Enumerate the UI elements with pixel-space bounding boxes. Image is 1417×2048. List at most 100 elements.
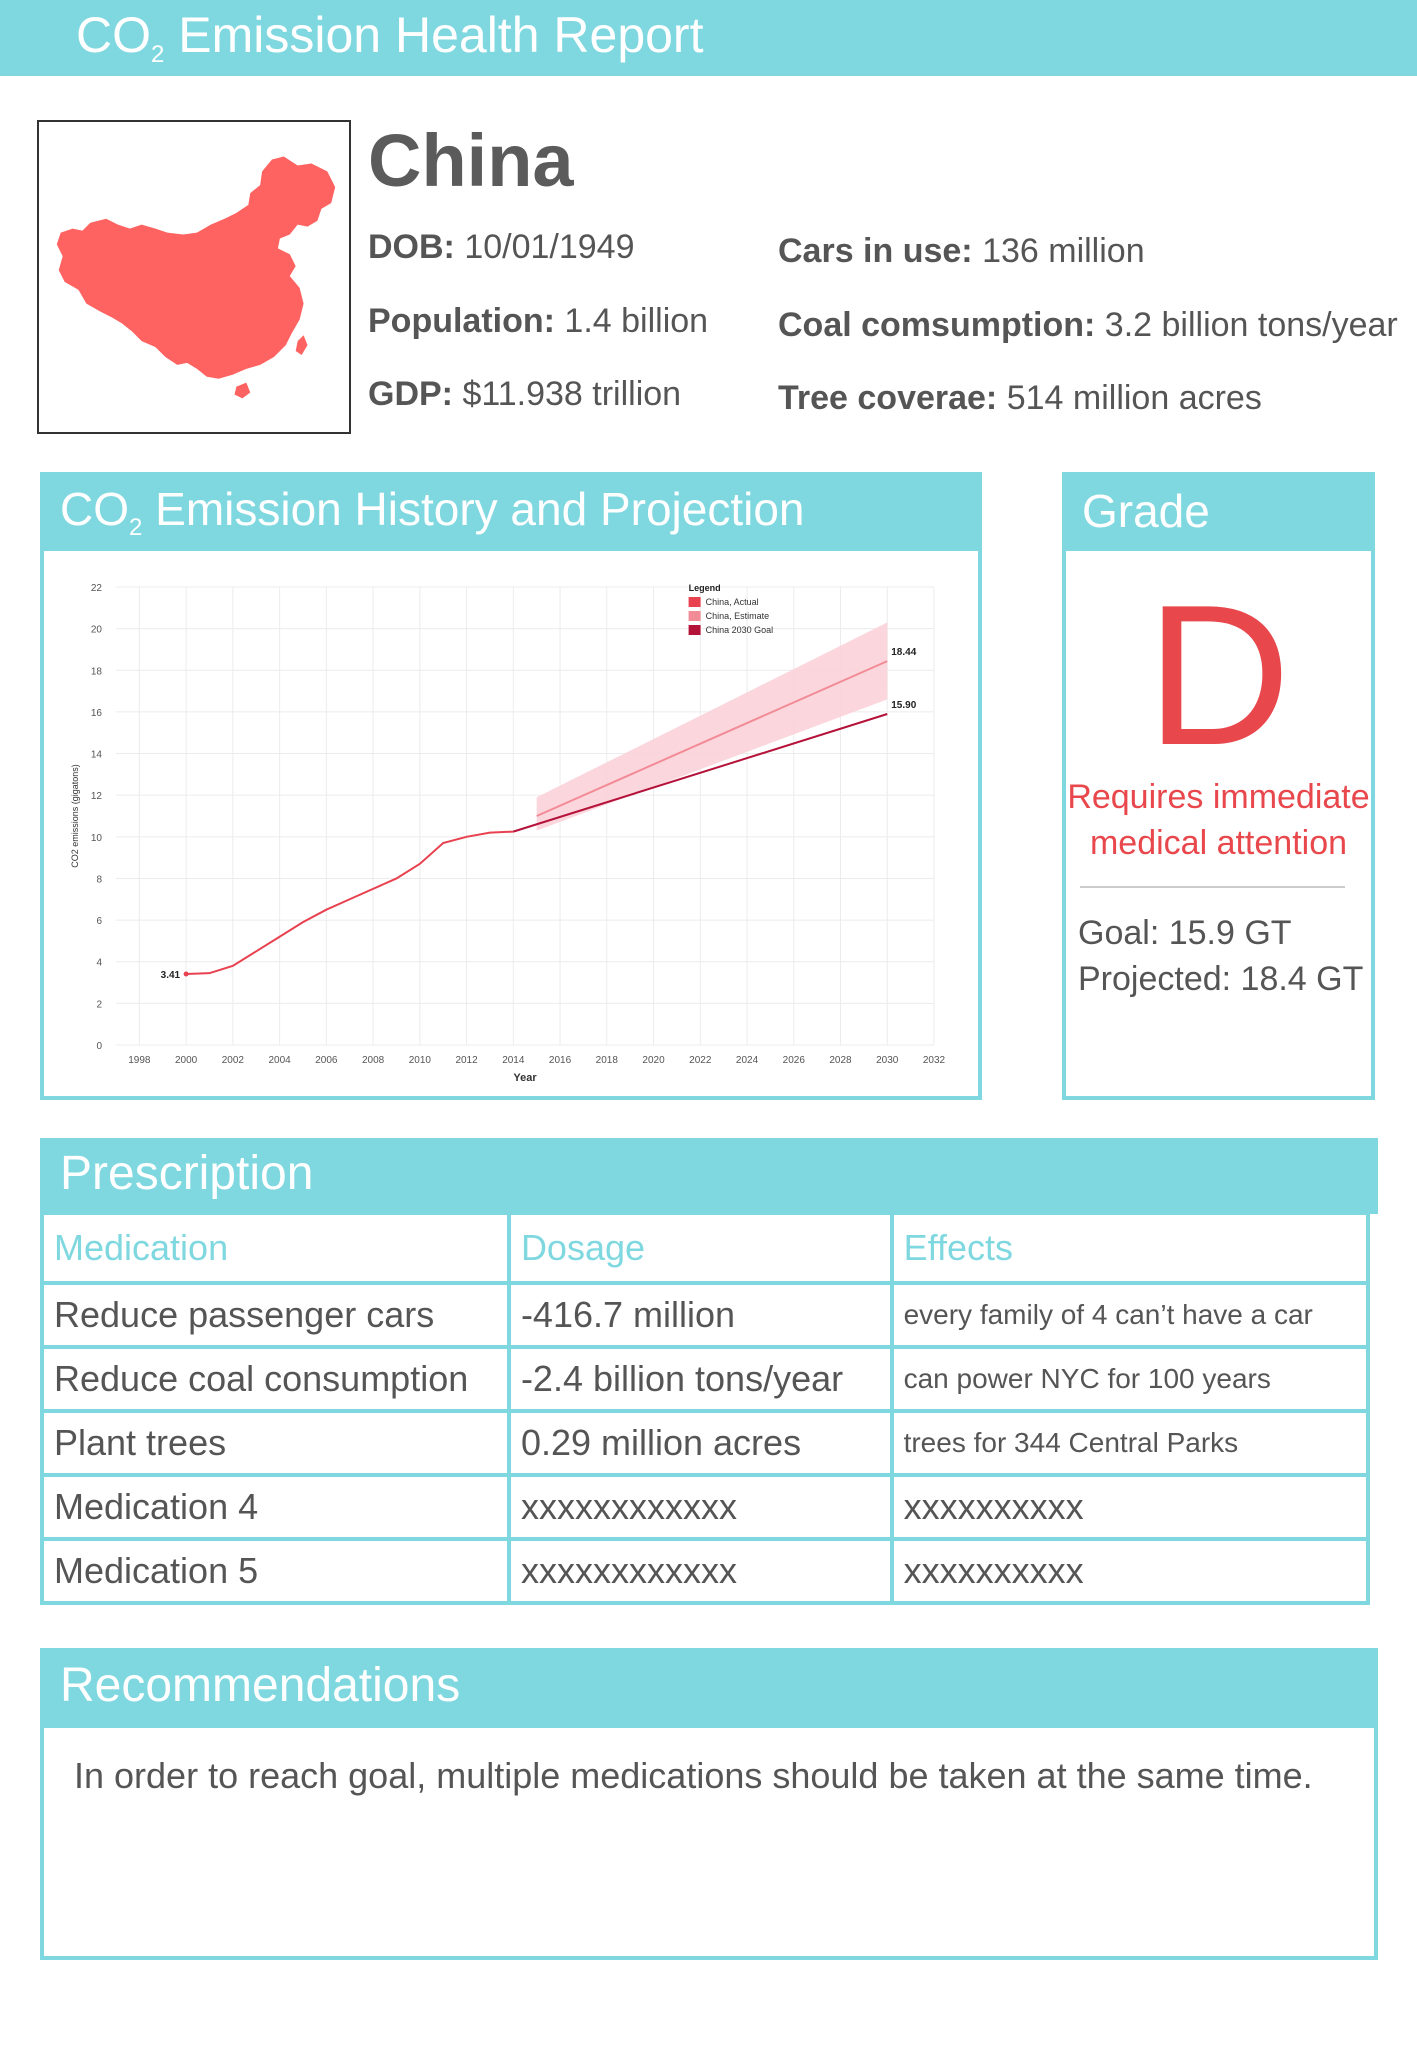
grade-header: Grade (1066, 476, 1371, 551)
goal-series-line (513, 713, 888, 833)
country-name: China (368, 119, 574, 202)
prescription-table: Medication Dosage Effects Reduce passeng… (40, 1211, 1371, 1605)
medication-cell: Plant trees (40, 1409, 511, 1477)
prescription-header-row: Medication Dosage Effects (40, 1211, 1371, 1285)
prescription-header: Prescription (40, 1138, 1378, 1214)
grade-divider (1080, 886, 1345, 888)
medication-cell: Medication 4 (40, 1473, 511, 1541)
y-axis-label: CO2 emissions (gigatons) (70, 764, 80, 868)
dosage-cell: -416.7 million (506, 1281, 894, 1349)
table-row: Reduce coal consumption -2.4 billion ton… (40, 1345, 1371, 1413)
x-tick-label: 2030 (876, 1055, 899, 1066)
grade-letter: D (1146, 564, 1291, 787)
col-header-effects: Effects (889, 1211, 1371, 1285)
stat-gdp: GDP: $11.938 trillion (368, 375, 682, 413)
report-title: CO2 Emission Health Report (76, 7, 704, 68)
x-tick-label: 2002 (222, 1055, 245, 1066)
country-map-frame (37, 120, 351, 434)
stat-cars: Cars in use: 136 million (778, 232, 1145, 270)
effects-cell: trees for 344 Central Parks (889, 1409, 1371, 1477)
grade-note-line1: Requires immediate (1067, 778, 1370, 816)
emission-history-panel: CO2 Emission History and Projection 0 2 4 6… (40, 472, 982, 1100)
actual-start-point (183, 971, 189, 977)
legend-label: China 2030 Goal (706, 625, 774, 635)
x-tick-label: 2010 (409, 1055, 432, 1066)
grade-projected: Projected: 18.4 GT (1078, 960, 1364, 998)
actual-series-line (186, 830, 514, 976)
stat-dob: DOB: 10/01/1949 (368, 228, 635, 266)
y-tick-label: 16 (91, 708, 103, 719)
dosage-cell: xxxxxxxxxxxx (506, 1537, 894, 1605)
y-tick-label: 6 (96, 916, 102, 927)
data-label: 18.44 (891, 647, 916, 658)
medication-cell: Reduce passenger cars (40, 1281, 511, 1349)
emission-chart: 0 2 4 6 8 10 12 14 16 18 20 22 1998 2000 2002 2004 2006 2… (44, 551, 978, 1096)
grade-note-line2: medical attention (1089, 824, 1348, 862)
x-tick-label: 2026 (783, 1055, 806, 1066)
medication-cell: Medication 5 (40, 1537, 511, 1605)
grade-panel: Grade D Requires immediate medical atten… (1062, 472, 1375, 1100)
estimate-series-line (536, 660, 888, 817)
y-tick-label: 10 (91, 833, 103, 844)
medication-cell: Reduce coal consumption (40, 1345, 511, 1413)
table-row: Medication 5 xxxxxxxxxxxx xxxxxxxxxx (40, 1537, 1371, 1605)
dosage-cell: 0.29 million acres (506, 1409, 894, 1477)
effects-cell: xxxxxxxxxx (889, 1537, 1371, 1605)
y-tick-label: 12 (91, 791, 103, 802)
col-header-dosage: Dosage (506, 1211, 894, 1285)
x-tick-label: 2020 (642, 1055, 665, 1066)
prescription-panel: Prescription Medication Dosage Effects R… (40, 1138, 1378, 1610)
prescription-title: Prescription (60, 1147, 314, 1200)
recommendations-title: Recommendations (60, 1659, 461, 1712)
x-tick-label: 1998 (128, 1055, 151, 1066)
recommendations-header: Recommendations (44, 1652, 1374, 1728)
x-tick-label: 2032 (923, 1055, 946, 1066)
y-tick-label: 14 (91, 750, 103, 761)
recommendations-text: In order to reach goal, multiple medicat… (74, 1755, 1313, 1796)
x-tick-label: 2016 (549, 1055, 572, 1066)
grade-goal: Goal: 15.9 GT (1078, 914, 1292, 952)
y-tick-label: 2 (96, 999, 102, 1010)
legend-label: China, Estimate (706, 611, 770, 621)
data-label: 15.90 (891, 700, 916, 711)
report-header: CO2 Emission Health Report (0, 0, 1417, 76)
legend-swatch (688, 625, 701, 635)
table-row: Plant trees 0.29 million acres trees for… (40, 1409, 1371, 1477)
legend-label: China, Actual (706, 597, 759, 607)
x-tick-label: 2006 (315, 1055, 338, 1066)
y-tick-label: 0 (96, 1041, 102, 1052)
stat-trees: Tree coverae: 514 million acres (778, 379, 1262, 417)
y-tick-label: 18 (91, 666, 103, 677)
legend-swatch (688, 611, 701, 621)
x-tick-label: 2004 (268, 1055, 291, 1066)
stat-coal: Coal comsumption: 3.2 billion tons/year (778, 306, 1398, 344)
china-map-icon (56, 156, 336, 399)
x-tick-label: 2022 (689, 1055, 712, 1066)
table-row: Medication 4 xxxxxxxxxxxx xxxxxxxxxx (40, 1473, 1371, 1541)
legend-swatch (688, 597, 701, 607)
x-tick-label: 2012 (455, 1055, 478, 1066)
x-tick-label: 2000 (175, 1055, 198, 1066)
y-tick-label: 20 (91, 625, 103, 636)
x-tick-label: 2018 (596, 1055, 619, 1066)
y-tick-label: 22 (91, 583, 103, 594)
x-tick-label: 2028 (829, 1055, 852, 1066)
data-label: 3.41 (161, 970, 181, 981)
x-tick-label: 2014 (502, 1055, 525, 1066)
dosage-cell: xxxxxxxxxxxx (506, 1473, 894, 1541)
x-tick-label: 2008 (362, 1055, 385, 1066)
table-row: Reduce passenger cars -416.7 million eve… (40, 1281, 1371, 1349)
estimate-confidence-band (536, 622, 888, 831)
y-tick-label: 8 (96, 874, 102, 885)
emission-history-title: CO2 Emission History and Projection (60, 483, 805, 541)
x-tick-label: 2024 (736, 1055, 759, 1066)
emission-history-header: CO2 Emission History and Projection (44, 476, 978, 551)
legend-title: Legend (689, 583, 721, 593)
x-axis-label: Year (513, 1072, 537, 1084)
grade-title: Grade (1082, 485, 1210, 537)
effects-cell: every family of 4 can’t have a car (889, 1281, 1371, 1349)
stat-population: Population: 1.4 billion (368, 302, 709, 340)
y-tick-label: 4 (96, 958, 102, 969)
recommendations-panel: Recommendations In order to reach goal, … (40, 1648, 1378, 1960)
